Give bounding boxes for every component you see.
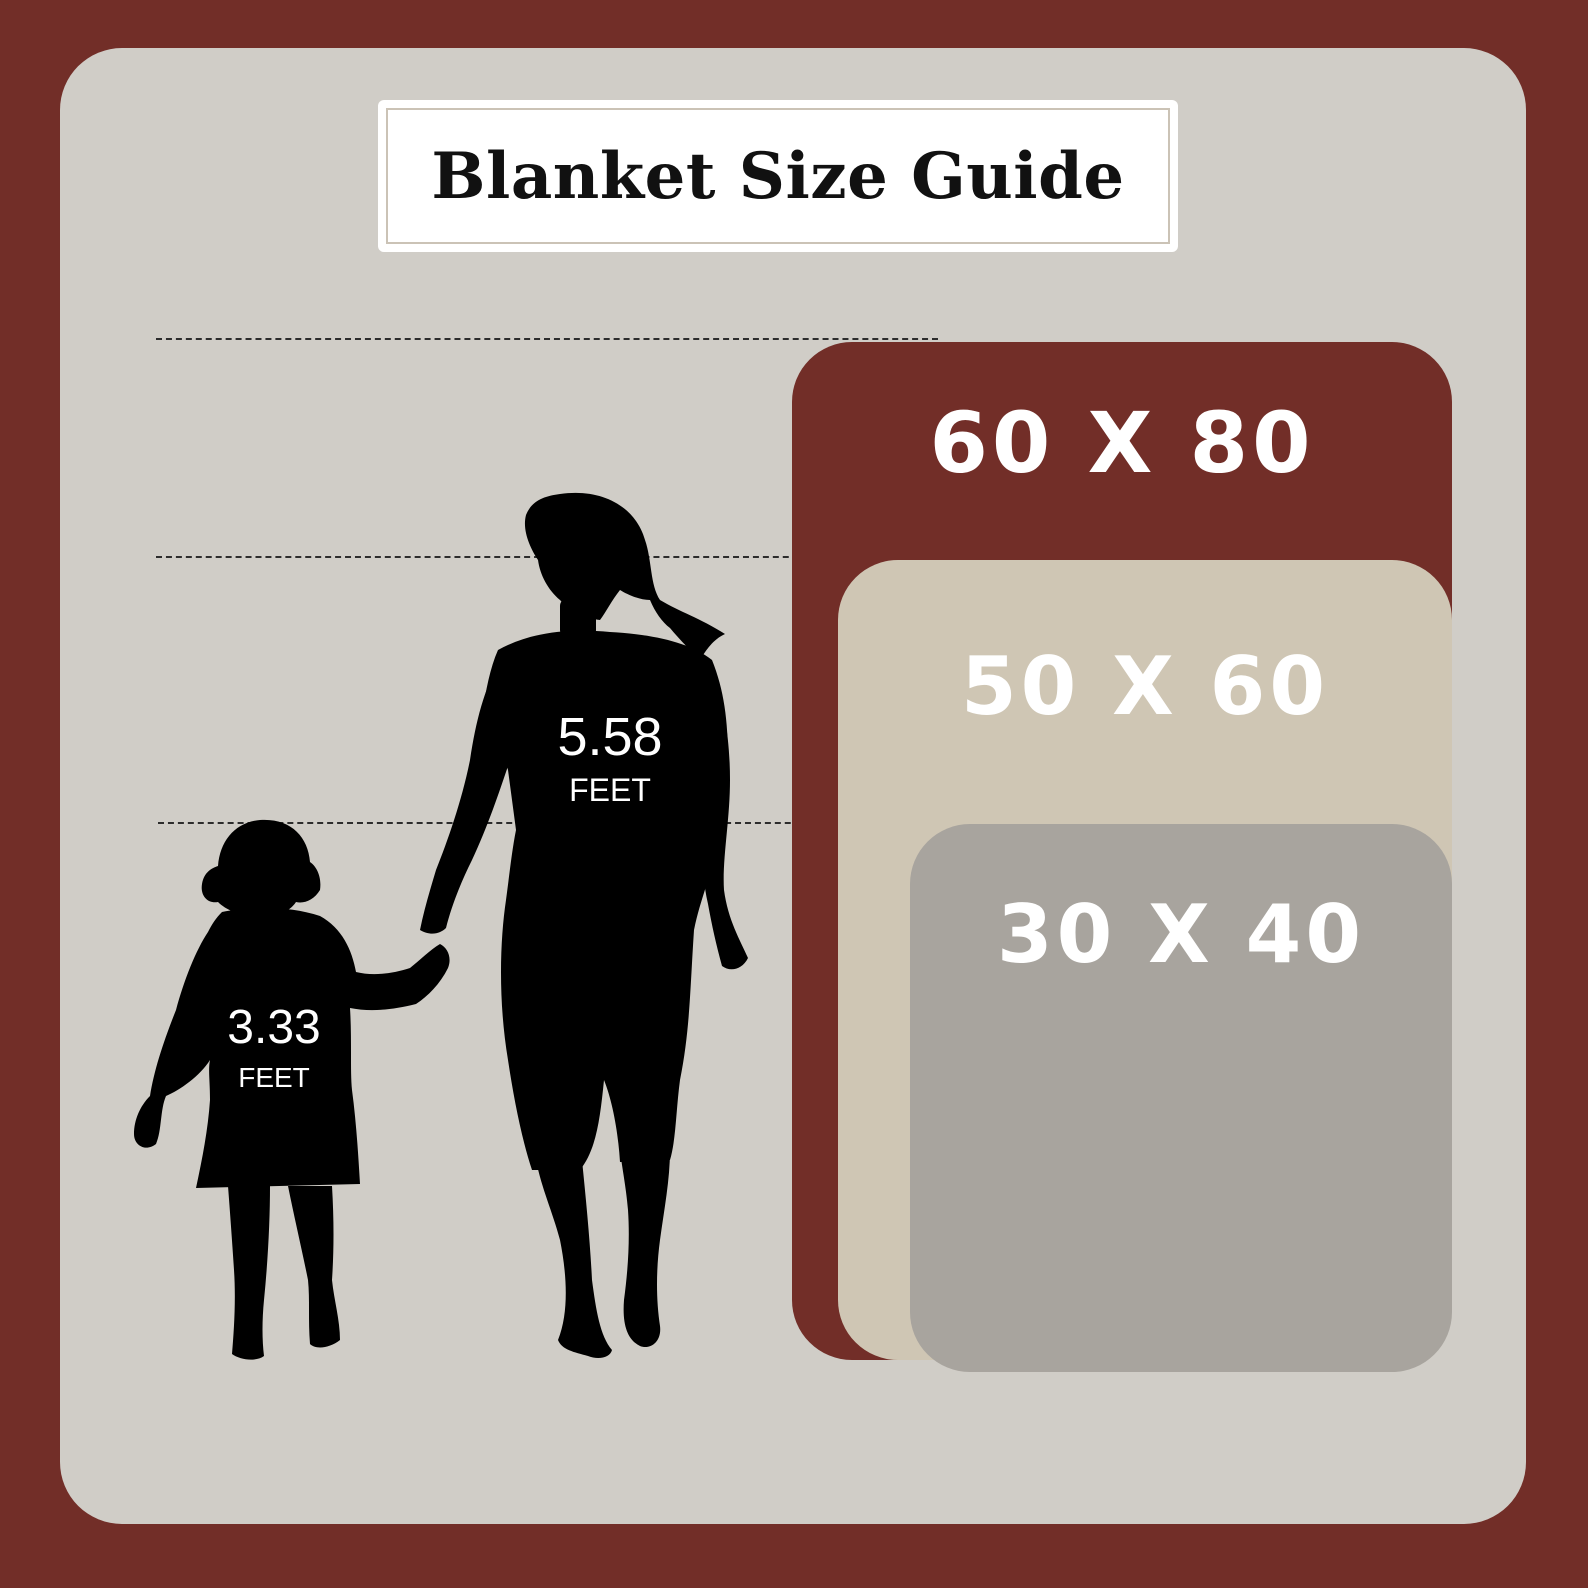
- height-line-top: [156, 338, 938, 340]
- title-card: Blanket Size Guide: [378, 100, 1178, 252]
- size-label-30x40: 30 X 40: [996, 888, 1366, 981]
- child-height-unit: FEET: [238, 1062, 310, 1093]
- adult-height-unit: FEET: [569, 772, 651, 808]
- adult-height-value: 5.58: [557, 707, 663, 767]
- child-silhouette: [134, 819, 450, 1360]
- size-label-50x60: 50 X 60: [960, 640, 1330, 733]
- child-height-value: 3.33: [227, 1001, 321, 1054]
- size-label-60x80: 60 X 80: [929, 394, 1315, 492]
- size-box-30x40: 30 X 40: [910, 824, 1452, 1372]
- adult-silhouette: [420, 492, 748, 1358]
- page-title: Blanket Size Guide: [431, 138, 1125, 214]
- title-card-border: [386, 108, 1170, 244]
